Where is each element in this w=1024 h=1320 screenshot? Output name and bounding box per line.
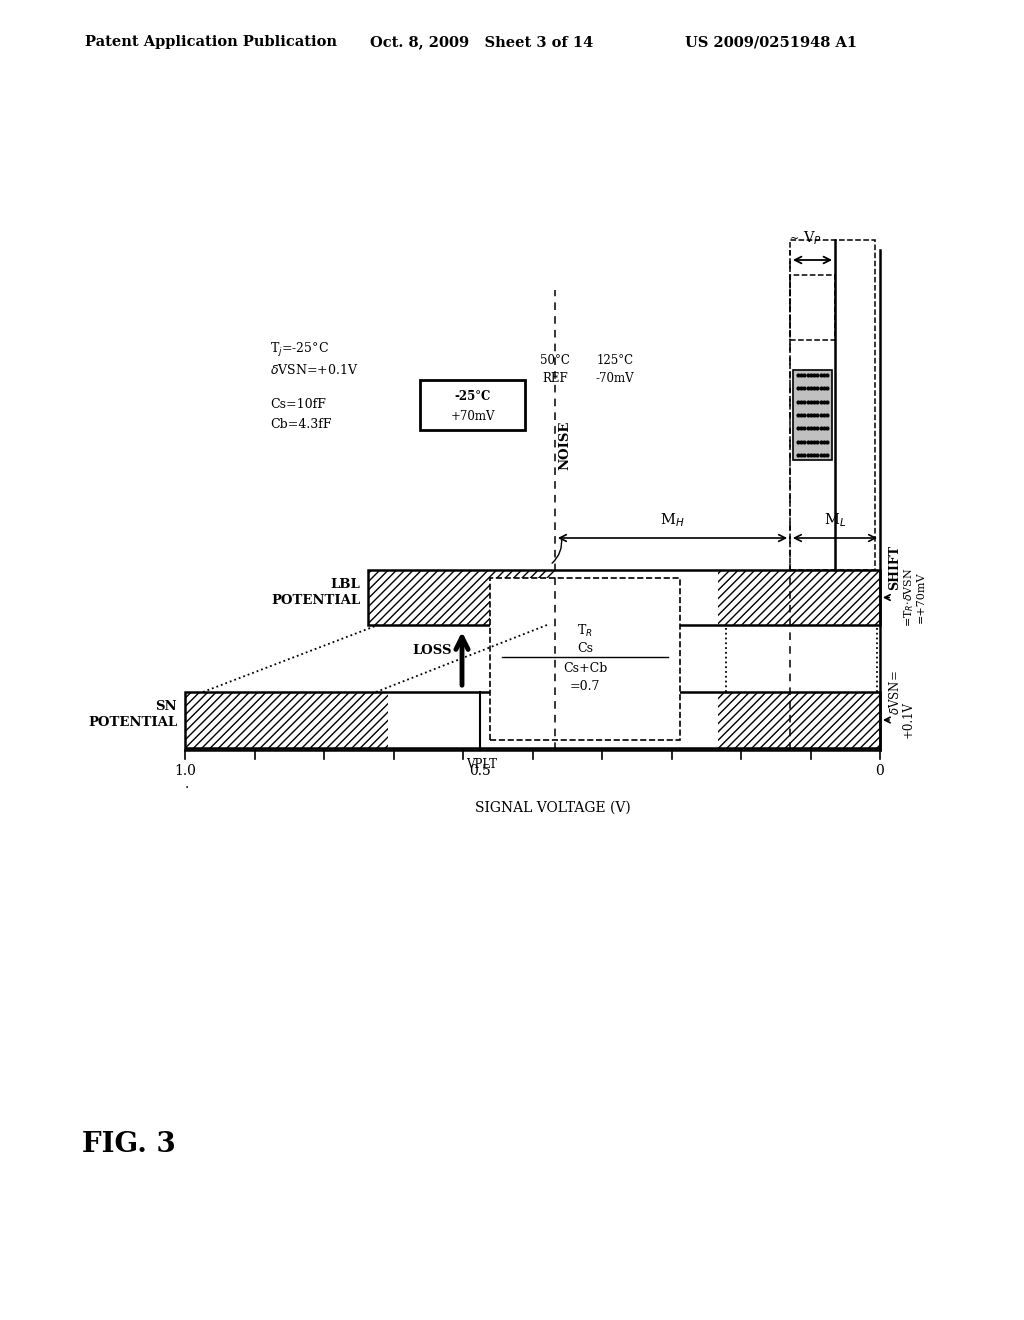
Bar: [718, 570, 880, 624]
Text: 125°C: 125°C: [596, 354, 634, 367]
Bar: [793, 370, 831, 459]
Text: 1.0: 1.0: [174, 764, 196, 777]
Text: .: .: [185, 777, 189, 791]
Bar: [790, 240, 874, 570]
Text: Cs: Cs: [577, 643, 593, 656]
Text: REF: REF: [542, 371, 568, 384]
Text: =T$_R$$\cdot$$\delta$VSN: =T$_R$$\cdot$$\delta$VSN: [902, 568, 915, 627]
Text: M$_L$: M$_L$: [824, 511, 846, 529]
Bar: [368, 570, 880, 624]
Text: M$_H$: M$_H$: [660, 511, 685, 529]
Text: Cs+Cb: Cs+Cb: [563, 663, 607, 676]
Bar: [790, 275, 835, 341]
Bar: [185, 692, 880, 748]
Text: POTENTIAL: POTENTIAL: [88, 717, 177, 730]
Text: $\delta$VSN=: $\delta$VSN=: [888, 671, 902, 715]
Bar: [368, 570, 555, 624]
Text: T$_R$: T$_R$: [578, 623, 593, 639]
Text: 0.5: 0.5: [469, 764, 490, 777]
Text: +70mV: +70mV: [451, 411, 495, 424]
Text: VPLT: VPLT: [467, 758, 498, 771]
Text: -70mV: -70mV: [596, 371, 634, 384]
Bar: [490, 578, 680, 741]
Text: US 2009/0251948 A1: US 2009/0251948 A1: [685, 36, 857, 49]
Text: Oct. 8, 2009   Sheet 3 of 14: Oct. 8, 2009 Sheet 3 of 14: [370, 36, 593, 49]
Text: V$_P$: V$_P$: [803, 228, 822, 247]
Text: NOISE: NOISE: [558, 421, 571, 470]
Bar: [420, 380, 525, 430]
Text: =0.7: =0.7: [569, 680, 600, 693]
Text: ~: ~: [790, 234, 799, 244]
Text: Cb=4.3fF: Cb=4.3fF: [270, 418, 332, 432]
Text: Cs=10fF: Cs=10fF: [270, 399, 326, 412]
Text: SIGNAL VOLTAGE (V): SIGNAL VOLTAGE (V): [475, 801, 631, 814]
Text: +0.1V: +0.1V: [902, 701, 915, 738]
Bar: [185, 692, 388, 748]
Text: T$_j$=-25°C: T$_j$=-25°C: [270, 341, 329, 359]
Bar: [718, 692, 880, 748]
Text: SN: SN: [156, 701, 177, 714]
Text: POTENTIAL: POTENTIAL: [271, 594, 360, 607]
Text: LBL: LBL: [331, 578, 360, 591]
Text: LOSS: LOSS: [413, 644, 452, 657]
Text: SHIFT: SHIFT: [888, 544, 901, 590]
Text: $\delta$VSN=+0.1V: $\delta$VSN=+0.1V: [270, 363, 358, 378]
Text: Patent Application Publication: Patent Application Publication: [85, 36, 337, 49]
Text: =+70mV: =+70mV: [916, 572, 926, 623]
Text: 0: 0: [876, 764, 885, 777]
Text: FIG. 3: FIG. 3: [82, 1131, 176, 1159]
Bar: [388, 692, 718, 748]
Bar: [555, 570, 718, 624]
Text: 50°C: 50°C: [540, 354, 570, 367]
Text: -25°C: -25°C: [455, 391, 490, 404]
